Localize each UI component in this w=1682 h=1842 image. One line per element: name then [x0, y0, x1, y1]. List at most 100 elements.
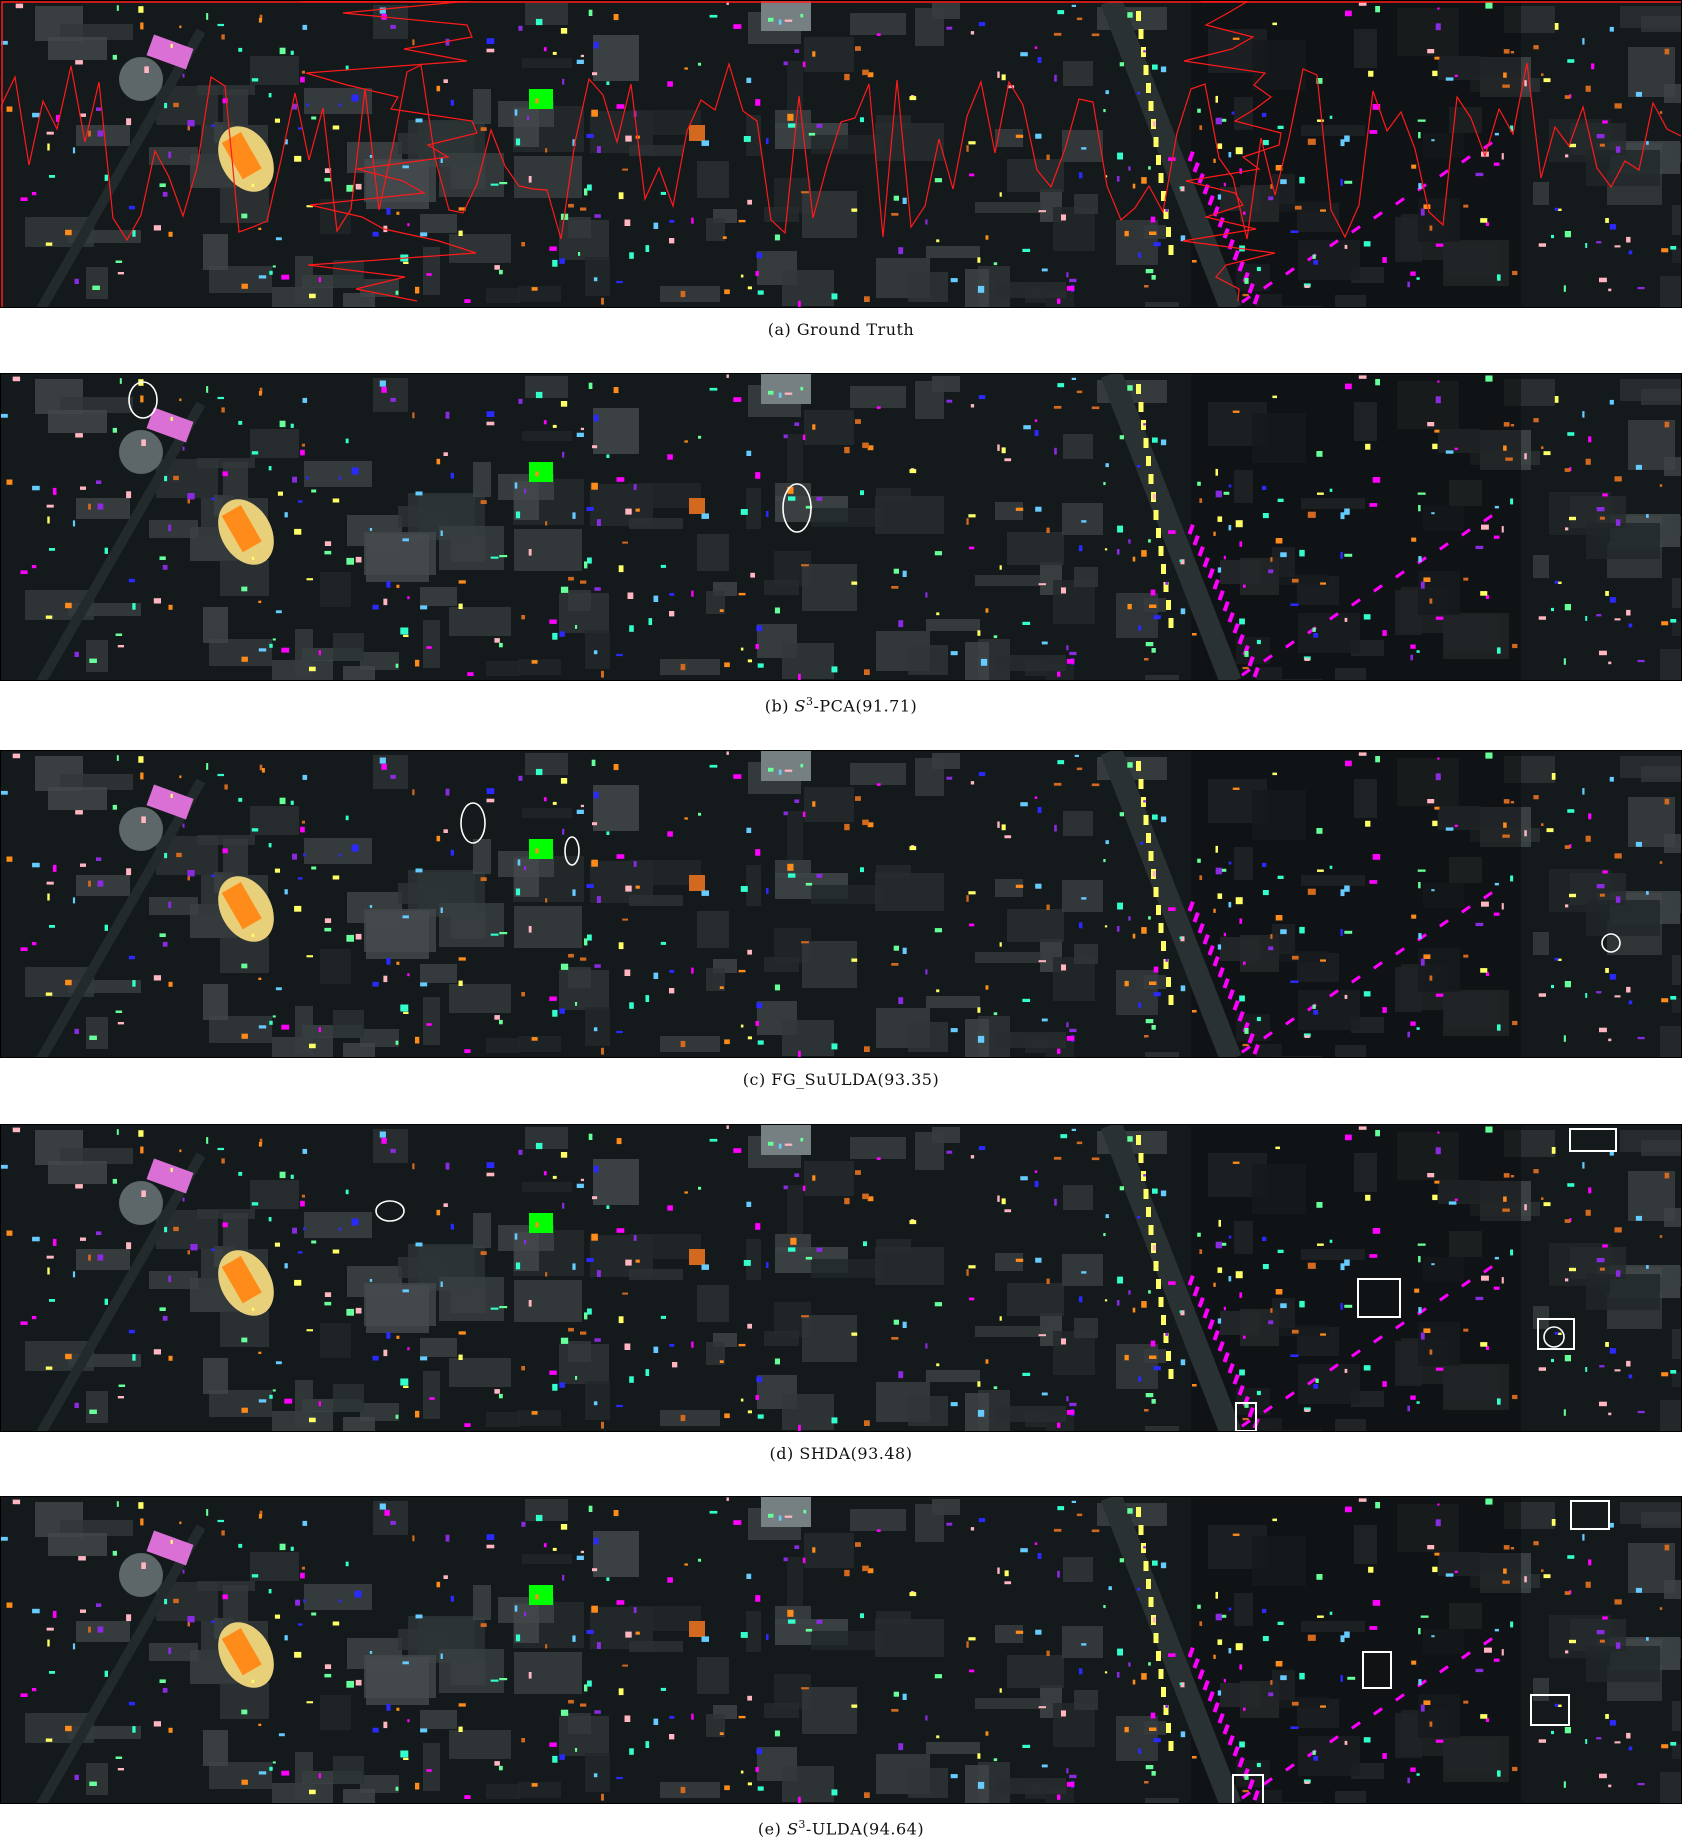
- class-pixel: [1585, 243, 1588, 248]
- class-pixel: [415, 1614, 423, 1619]
- class-pixel: [784, 19, 793, 22]
- class-pixel: [490, 933, 499, 936]
- class-pixel: [355, 1679, 362, 1686]
- class-pixel: [440, 530, 443, 536]
- class-pixel: [578, 252, 581, 256]
- building-texture: [439, 526, 504, 570]
- class-pixel: [560, 1524, 568, 1530]
- highway-road: [1100, 751, 1242, 1057]
- class-pixel: [616, 280, 623, 284]
- class-pixel: [49, 175, 55, 178]
- class-pixel: [1076, 1141, 1083, 1145]
- building-texture: [706, 591, 725, 614]
- class-pixel: [1605, 968, 1609, 973]
- class-pixel: [117, 1768, 124, 1771]
- class-pixel: [601, 670, 604, 678]
- class-pixel: [543, 797, 547, 802]
- class-railway-magenta: [1252, 1044, 1260, 1055]
- class-pixel: [552, 1175, 557, 1179]
- class-pixel: [6, 1230, 13, 1236]
- class-pixel: [1475, 1296, 1484, 1301]
- class-pixel: [1192, 1010, 1197, 1013]
- class-pixel: [89, 1409, 97, 1414]
- class-pixel: [332, 1621, 340, 1626]
- class-pixel: [96, 857, 102, 861]
- class-pixel: [1497, 1024, 1501, 1031]
- class-pixel: [601, 1421, 604, 1429]
- class-pixel: [862, 69, 869, 76]
- class-pixel: [1502, 84, 1510, 88]
- class-pixel: [653, 222, 659, 229]
- class-railway-magenta: [1237, 260, 1245, 272]
- class-pixel: [891, 586, 899, 589]
- class-pixel: [669, 988, 675, 994]
- class-pixel: [1454, 74, 1458, 77]
- class-pixel: [75, 810, 83, 815]
- class-pixel: [1615, 896, 1621, 903]
- class-pixel: [876, 1529, 881, 1532]
- building-texture: [1145, 675, 1179, 680]
- class-highway-yellow: [1143, 438, 1149, 448]
- class-pixel: [1149, 231, 1157, 235]
- class-pixel: [812, 1175, 816, 1181]
- building-texture: [304, 461, 372, 487]
- class-pixel: [1564, 95, 1571, 99]
- class-pixel: [774, 1730, 780, 1737]
- class-pixel: [521, 242, 525, 247]
- class-pixel: [1141, 1673, 1147, 1680]
- class-pixel: [31, 192, 37, 196]
- class-pixel: [535, 18, 543, 26]
- class-pixel: [300, 826, 305, 833]
- class-pixel: [222, 471, 228, 477]
- class-pixel: [1329, 865, 1333, 869]
- class-pixel: [269, 643, 273, 648]
- class-pixel: [96, 480, 102, 484]
- class-pixel: [284, 512, 288, 518]
- class-railway-magenta: [1395, 197, 1405, 206]
- building-texture: [86, 1391, 108, 1423]
- class-pixel: [1410, 1395, 1416, 1400]
- class-pixel: [993, 1758, 998, 1762]
- class-pixel: [591, 109, 598, 117]
- class-pixel: [140, 22, 144, 30]
- class-pixel: [747, 199, 752, 205]
- class-pixel: [170, 793, 173, 798]
- class-pixel: [1435, 773, 1441, 781]
- class-pixel: [1418, 1307, 1422, 1313]
- highlight-box: [1357, 1278, 1401, 1318]
- class-pixel: [1117, 1276, 1123, 1284]
- class-pixel: [1081, 147, 1087, 150]
- class-pixel: [1160, 439, 1167, 446]
- class-pixel: [1382, 257, 1387, 263]
- class-pixel: [535, 1142, 543, 1150]
- building-texture: [1586, 900, 1660, 936]
- class-pixel: [45, 242, 53, 246]
- class-pixel: [179, 25, 182, 29]
- class-pixel: [1149, 604, 1157, 608]
- class-pixel: [1480, 968, 1488, 973]
- class-pixel: [1503, 1568, 1507, 1574]
- building-texture: [209, 1390, 272, 1417]
- class-pixel: [173, 102, 179, 108]
- class-pixel: [925, 1715, 928, 1721]
- building-texture: [875, 873, 944, 911]
- class-pixel: [802, 434, 806, 441]
- class-pixel: [1057, 1506, 1065, 1511]
- class-pixel: [179, 1521, 182, 1525]
- class-pixel: [275, 610, 282, 614]
- class-pixel: [1363, 1365, 1371, 1371]
- class-pixel: [680, 663, 686, 671]
- class-pixel: [587, 934, 592, 941]
- class-pixel: [20, 947, 28, 951]
- class-pixel: [1358, 375, 1367, 379]
- class-pixel: [1268, 196, 1274, 201]
- class-pixel: [1358, 2, 1367, 6]
- class-pixel: [1004, 1581, 1012, 1585]
- class-railway-magenta: [1439, 919, 1449, 928]
- class-pixel: [549, 996, 557, 1001]
- class-railway-magenta: [1252, 293, 1260, 305]
- road: [36, 778, 206, 1057]
- building-texture: [439, 153, 504, 197]
- class-pixel: [549, 1370, 557, 1375]
- class-pixel: [1091, 33, 1100, 37]
